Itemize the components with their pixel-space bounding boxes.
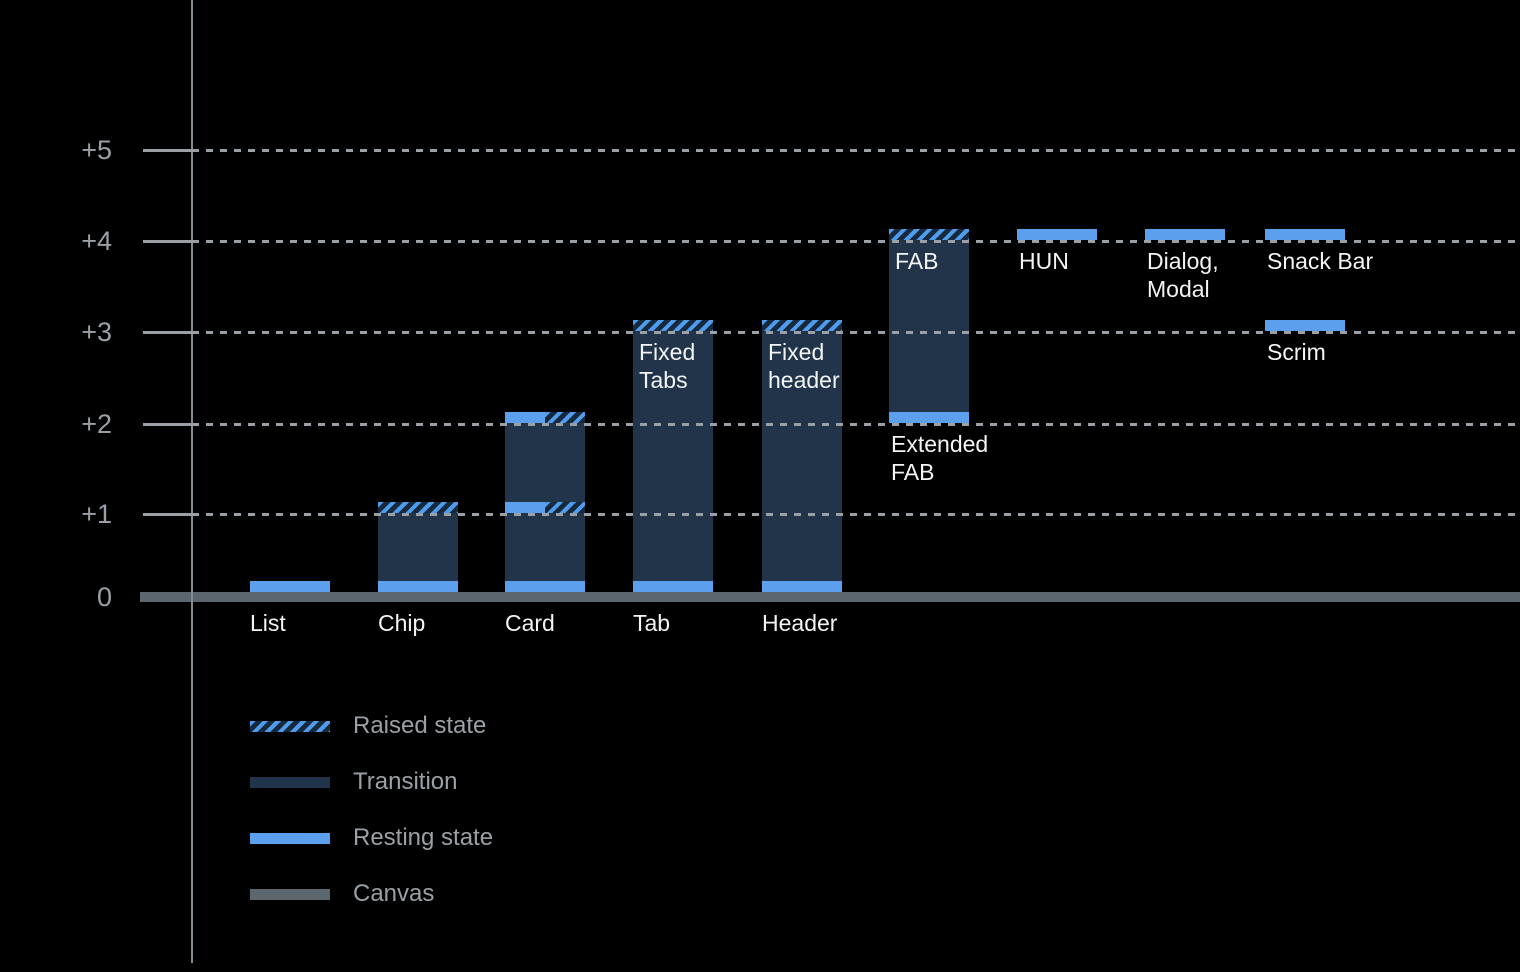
y-axis-tick-plus4	[143, 240, 192, 243]
x-axis-label-chip: Chip	[378, 610, 426, 636]
gridline-plus1	[192, 513, 1520, 516]
bar-below-label-snack-bar: Snack Bar	[1267, 248, 1374, 274]
split-resting-raised-band-card	[505, 412, 585, 423]
raised-state-band-fab	[889, 229, 969, 240]
gridline-plus4	[192, 240, 1520, 243]
resting-state-band-snack-bar	[1265, 229, 1345, 240]
gridline-plus5	[192, 149, 1520, 152]
gridline-plus2	[192, 423, 1520, 426]
raised-state-band-chip	[378, 502, 458, 513]
x-axis-label-card: Card	[505, 610, 555, 636]
bar-inner-label-fixed-tabs: Fixed Tabs	[639, 339, 696, 393]
resting-state-band-fab	[889, 412, 969, 423]
resting-half	[505, 412, 545, 423]
legend-item-resting-state: Resting state	[250, 823, 493, 853]
transition-swatch-icon	[250, 776, 330, 788]
resting-state-band-card	[505, 581, 585, 592]
bar-inner-label-fab: FAB	[895, 248, 939, 274]
y-axis-tick-label: +4	[81, 226, 112, 256]
raised-half	[545, 502, 585, 513]
y-axis-tick-plus3	[143, 331, 192, 334]
legend-item-transition: Transition	[250, 767, 493, 797]
resting-state-band-fixed-header	[762, 581, 842, 592]
y-axis-tick-label: +5	[81, 135, 112, 165]
transition-fill-fixed-tabs	[633, 331, 713, 581]
legend-label: Resting state	[353, 824, 494, 851]
canvas-baseline	[140, 592, 1520, 602]
bar-below-label-fab: Extended FAB	[891, 431, 989, 485]
legend-item-raised-state: Raised state	[250, 711, 493, 741]
gridline-plus3	[192, 331, 1520, 334]
legend-label: Canvas	[353, 880, 435, 907]
legend-label: Raised state	[353, 712, 487, 739]
y-axis-tick-label: +1	[81, 499, 112, 529]
resting-state-band-dialog-modal	[1145, 229, 1225, 240]
y-axis-line	[191, 0, 193, 963]
x-axis-label-fixed-tabs: Tab	[633, 610, 671, 636]
resting-half	[505, 502, 545, 513]
legend-item-canvas: Canvas	[250, 879, 493, 909]
bar-below-label-hun: HUN	[1019, 248, 1069, 274]
legend: Raised state Transition Resting state Ca…	[250, 711, 493, 909]
raised-state-band-fixed-tabs	[633, 320, 713, 331]
transition-fill-fab	[889, 240, 969, 412]
y-axis-tick-plus1	[143, 513, 192, 516]
transition-fill-fixed-header	[762, 331, 842, 581]
y-axis-tick-plus2	[143, 423, 192, 426]
y-axis-tick-label: 0	[96, 582, 112, 612]
raised-state-band-fixed-header	[762, 320, 842, 331]
resting-state-band-chip	[378, 581, 458, 592]
bar-inner-label-fixed-header: Fixed header	[768, 339, 840, 393]
resting-state-band-scrim	[1265, 320, 1345, 331]
bar-below-label-dialog-modal: Dialog, Modal	[1147, 248, 1219, 302]
resting-state-band-list	[250, 581, 330, 592]
raised-state-swatch-icon	[250, 720, 330, 732]
y-axis-tick-label: +2	[81, 409, 112, 439]
resting-state-band-fixed-tabs	[633, 581, 713, 592]
x-axis-label-fixed-header: Header	[762, 610, 838, 636]
resting-state-swatch-icon	[250, 832, 330, 844]
y-axis-tick-label: +3	[81, 317, 112, 347]
bar-below-label-scrim: Scrim	[1267, 339, 1326, 365]
x-axis-label-list: List	[250, 610, 286, 636]
canvas-swatch-icon	[250, 888, 330, 900]
raised-half	[545, 412, 585, 423]
y-axis-tick-plus5	[143, 149, 192, 152]
resting-state-band-hun	[1017, 229, 1097, 240]
transition-fill-chip	[378, 513, 458, 581]
split-resting-raised-band-card	[505, 502, 585, 513]
legend-label: Transition	[353, 768, 458, 795]
